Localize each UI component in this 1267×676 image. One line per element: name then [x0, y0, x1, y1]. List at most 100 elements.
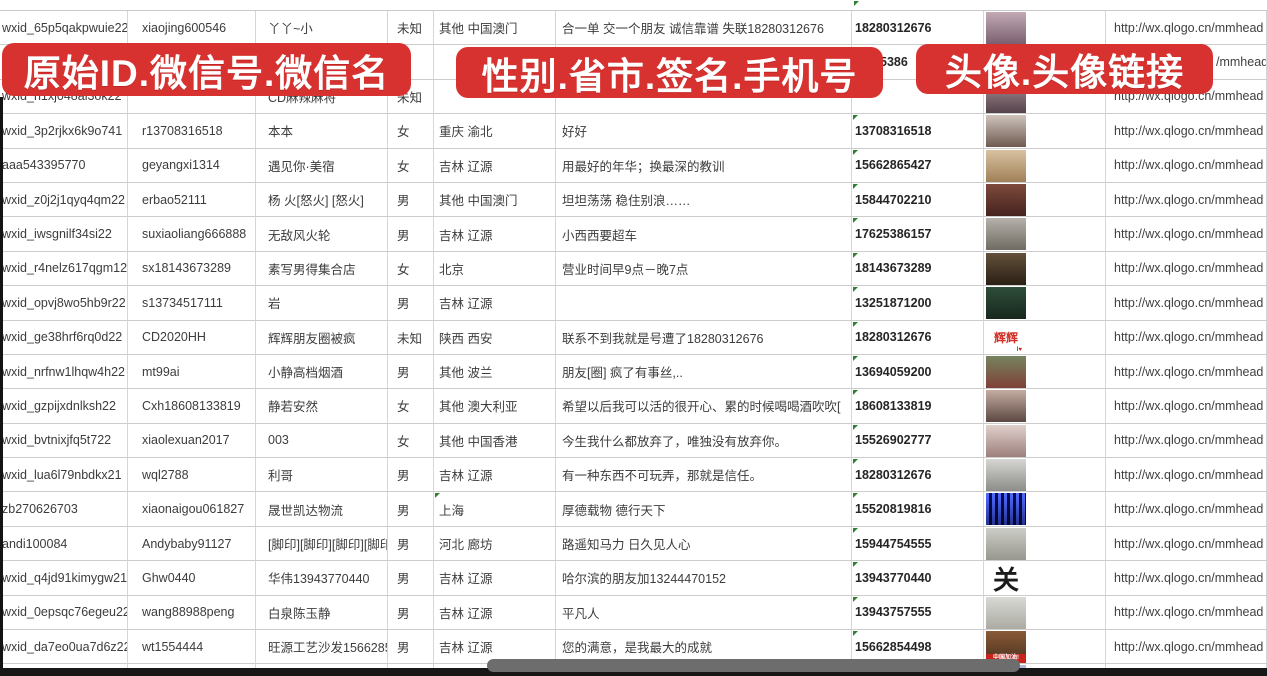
cell-wechat-name[interactable]: 旺源工艺沙发15662854 [256, 630, 388, 664]
cell-avatar[interactable] [984, 526, 1106, 561]
cell-wechat-id[interactable]: erbao52111 [128, 182, 256, 217]
cell-wechat-name[interactable]: [脚印][脚印][脚印][脚印 [256, 526, 388, 561]
cell-phone[interactable]: 15944754555 [852, 526, 984, 561]
cell-phone[interactable]: 18143673289 [852, 251, 984, 286]
cell-signature[interactable]: 合一单 交一个朋友 诚信靠谱 失联18280312676 [556, 11, 852, 45]
cell-gender[interactable]: 男 [388, 526, 434, 561]
cell-original-id[interactable]: wxid_3p2rjkx6k9o741 [0, 114, 128, 148]
cell-region[interactable]: 上海 [434, 492, 556, 526]
cell-wechat-name[interactable] [256, 664, 388, 669]
cell-avatar[interactable] [984, 148, 1106, 182]
cell-wechat-name[interactable]: 晟世凯达物流 [256, 492, 388, 526]
cell-region[interactable]: 北京 [434, 251, 556, 286]
cell-wechat-id[interactable]: geyangxi1314 [128, 148, 256, 182]
cell-wechat-name[interactable]: 辉辉朋友圈被疯 [256, 320, 388, 354]
cell-region[interactable]: 吉林 辽源 [434, 148, 556, 182]
cell-gender[interactable]: 男 [388, 492, 434, 526]
cell-signature[interactable]: 朋友[圈] 疯了有事丝,.. [556, 354, 852, 389]
cell-wechat-id[interactable]: wang88988peng [128, 595, 256, 630]
cell-wechat-name[interactable]: 本本 [256, 114, 388, 148]
cell-gender[interactable]: 男 [388, 217, 434, 251]
cell-wechat-id[interactable]: CD2020HH [128, 320, 256, 354]
cell-avatar[interactable] [984, 458, 1106, 492]
cell-wechat-name[interactable]: 003 [256, 423, 388, 458]
cell-signature[interactable]: 用最好的年华；换最深的教训 [556, 148, 852, 182]
cell-wechat-name[interactable]: 白泉陈玉静 [256, 595, 388, 630]
cell-gender[interactable]: 男 [388, 595, 434, 630]
cell-region[interactable]: 吉林 辽源 [434, 630, 556, 664]
cell-phone[interactable]: 18280312676 [852, 458, 984, 492]
cell-wechat-id[interactable] [128, 664, 256, 669]
cell-avatar[interactable] [984, 114, 1106, 148]
cell-gender[interactable]: 男 [388, 458, 434, 492]
cell-original-id[interactable]: aaa543395770 [0, 148, 128, 182]
cell-original-id[interactable]: wxid_bvtnixjfq5t722 [0, 423, 128, 458]
cell-avatar[interactable] [984, 182, 1106, 217]
cell-signature[interactable]: 哈尔滨的朋友加13244470152 [556, 561, 852, 595]
horizontal-scrollbar-thumb[interactable] [487, 659, 1020, 672]
cell-phone[interactable]: 15662854498 [852, 630, 984, 664]
cell-region[interactable]: 重庆 渝北 [434, 114, 556, 148]
cell-phone[interactable]: 18280312676 [852, 11, 984, 45]
cell-avatar-link[interactable]: http://wx.qlogo.cn/mmhead [1106, 492, 1267, 526]
cell-original-id[interactable]: wxid_ge38hrf6rq0d22 [0, 320, 128, 354]
cell-avatar[interactable] [984, 354, 1106, 389]
cell-signature[interactable]: 路遥知马力 日久见人心 [556, 526, 852, 561]
cell-avatar-link[interactable]: http://wx.qlogo.cn/mmhead [1106, 354, 1267, 389]
cell-wechat-id[interactable]: wt1554444 [128, 630, 256, 664]
cell-gender[interactable]: 女 [388, 148, 434, 182]
cell-phone[interactable]: 15520819816 [852, 492, 984, 526]
cell-gender[interactable]: 女 [388, 251, 434, 286]
cell-avatar[interactable]: 辉辉 I♥ [984, 320, 1106, 354]
cell-gender[interactable]: 男 [388, 182, 434, 217]
cell-original-id[interactable]: wxid_0epsqc76egeu22 [0, 595, 128, 630]
cell-phone[interactable]: 17625386157 [852, 217, 984, 251]
cell-wechat-name[interactable]: 杨 火[怒火] [怒火] [256, 182, 388, 217]
cell-gender[interactable]: 未知 [388, 320, 434, 354]
cell-gender[interactable]: 男 [388, 561, 434, 595]
cell-avatar-link[interactable]: http://wx.qlogo.cn/mmhead [1106, 526, 1267, 561]
cell-avatar-link[interactable]: http://wx.qlogo.cn/mmhead [1106, 389, 1267, 423]
cell-avatar-link[interactable]: http://wx.qlogo.cn/mmhead [1106, 251, 1267, 286]
cell-avatar[interactable] [984, 217, 1106, 251]
cell-phone[interactable]: 18280312676 [852, 320, 984, 354]
cell-phone[interactable]: 18608133819 [852, 389, 984, 423]
cell-phone[interactable]: 13943757555 [852, 595, 984, 630]
cell-region[interactable]: 其他 中国澳门 [434, 182, 556, 217]
cell-gender[interactable]: 男 [388, 630, 434, 664]
cell-phone[interactable]: 15844702210 [852, 182, 984, 217]
cell-signature[interactable]: 小西西要超车 [556, 217, 852, 251]
cell-wechat-name[interactable]: 利哥 [256, 458, 388, 492]
cell-signature[interactable]: 坦坦荡荡 稳住别浪…… [556, 182, 852, 217]
cell-wechat-id[interactable]: Ghw0440 [128, 561, 256, 595]
cell-region[interactable]: 其他 中国澳门 [434, 11, 556, 45]
cell-region[interactable]: 其他 波兰 [434, 354, 556, 389]
cell-avatar-link[interactable]: http://wx.qlogo.cn/mmhead [1106, 320, 1267, 354]
cell-region[interactable]: 吉林 辽源 [434, 217, 556, 251]
cell-signature[interactable]: 营业时间早9点－晚7点 [556, 251, 852, 286]
cell-signature[interactable]: 好好 [556, 114, 852, 148]
cell-avatar-link[interactable]: http://wx.qlogo.cn/mmhead [1106, 286, 1267, 320]
cell-phone[interactable]: 15662865427 [852, 148, 984, 182]
cell-avatar-link[interactable]: http://wx.qlogo.cn/mmhead [1106, 217, 1267, 251]
cell-wechat-id[interactable]: xiaojing600546 [128, 11, 256, 45]
cell-wechat-name[interactable]: 遇见你·美宿 [256, 148, 388, 182]
cell-signature[interactable]: 您的满意，是我最大的成就 [556, 630, 852, 664]
cell-gender[interactable]: 男 [388, 354, 434, 389]
cell-wechat-id[interactable]: Cxh18608133819 [128, 389, 256, 423]
cell-phone[interactable] [852, 79, 984, 114]
cell-original-id[interactable]: wxid_z0j2j1qyq4qm22 [0, 182, 128, 217]
cell-phone[interactable]: 13694059200 [852, 354, 984, 389]
cell-signature[interactable]: 联系不到我就是号遭了18280312676 [556, 320, 852, 354]
cell-avatar[interactable] [984, 251, 1106, 286]
cell-wechat-name[interactable]: 岩 [256, 286, 388, 320]
cell-signature[interactable]: 有一种东西不可玩弄，那就是信任。 [556, 458, 852, 492]
cell-signature[interactable]: 平凡人 [556, 595, 852, 630]
cell-phone[interactable]: 13708316518 [852, 114, 984, 148]
cell-phone[interactable]: 13943770440 [852, 561, 984, 595]
cell-original-id[interactable]: wxid_q4jd91kimygw21 [0, 561, 128, 595]
cell-original-id[interactable]: wxid_nrfnw1lhqw4h22 [0, 354, 128, 389]
cell-region[interactable]: 其他 中国香港 [434, 423, 556, 458]
cell-gender[interactable]: 男 [388, 286, 434, 320]
cell-signature[interactable]: 厚德载物 德行天下 [556, 492, 852, 526]
